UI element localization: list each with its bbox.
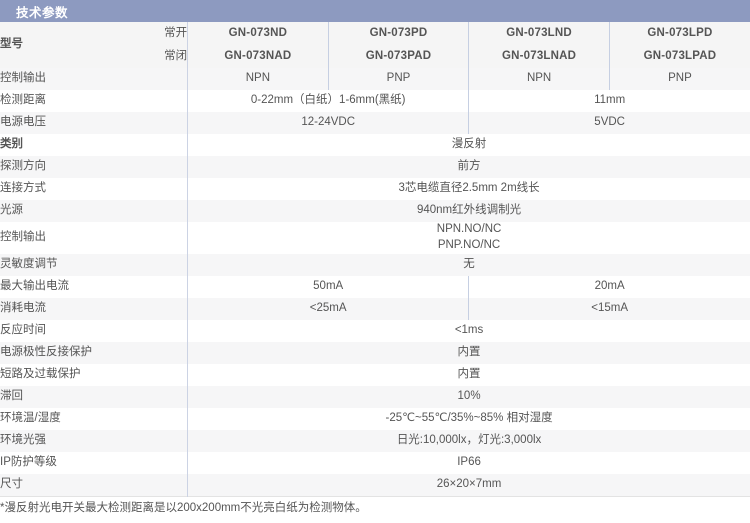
table-row: 控制输出 NPN PNP NPN PNP: [0, 68, 750, 90]
row-label: 滞回: [0, 386, 188, 408]
table-row: 探测方向 前方: [0, 156, 750, 178]
row-value: PNP: [327, 68, 469, 90]
row-value: NPN: [187, 68, 329, 90]
footnote-row: *漫反射光电开关最大检测距离是以200x200mm不光亮白纸为检测物体。: [0, 496, 750, 521]
model-cell-no-1: GN-073ND: [187, 22, 329, 45]
section-header-bar: 技术参数: [0, 0, 750, 22]
table-row: 电源极性反接保护 内置: [0, 342, 750, 364]
row-label: 连接方式: [0, 178, 188, 200]
row-label: 尺寸: [0, 474, 188, 497]
row-value: NPN.NO/NC PNP.NO/NC: [187, 222, 750, 254]
row-value: 50mA: [187, 276, 469, 298]
table-body: 型号 常开 GN-073ND GN-073PD GN-073LND GN-073…: [0, 22, 750, 521]
row-value: 前方: [187, 156, 750, 178]
row-label: 电源极性反接保护: [0, 342, 188, 364]
row-value: 5VDC: [468, 112, 750, 134]
row-value: 漫反射: [187, 134, 750, 156]
row-value: 940nm红外线调制光: [187, 200, 750, 222]
row-label: 环境温/湿度: [0, 408, 188, 430]
row-label: 灵敏度调节: [0, 254, 188, 276]
row-value: 20mA: [468, 276, 750, 298]
model-row-normally-closed: 常闭 GN-073NAD GN-073PAD GN-073LNAD GN-073…: [0, 45, 750, 68]
row-label: 光源: [0, 200, 188, 222]
model-no-label: 常开: [140, 22, 188, 45]
row-label: 类别: [0, 134, 188, 156]
row-value: PNP: [608, 68, 750, 90]
table-row: 尺寸 26×20×7mm: [0, 474, 750, 497]
row-label: 控制输出: [0, 222, 188, 254]
row-value: 3芯电缆直径2.5mm 2m线长: [187, 178, 750, 200]
row-value: 内置: [187, 364, 750, 386]
table-row: 环境光强 日光:10,000lx，灯光:3,000lx: [0, 430, 750, 452]
row-value-line: PNP.NO/NC: [437, 239, 501, 251]
table-row: 灵敏度调节无: [0, 254, 750, 276]
row-value: 日光:10,000lx，灯光:3,000lx: [187, 430, 750, 452]
model-cell-nc-2: GN-073PAD: [327, 45, 469, 68]
row-value: 12-24VDC: [187, 112, 469, 134]
table-row: 控制输出 NPN.NO/NC PNP.NO/NC: [0, 222, 750, 254]
row-value: 无: [187, 254, 750, 276]
table-row: 环境温/湿度 -25℃~55℃/35%~85% 相对湿度: [0, 408, 750, 430]
row-value: 内置: [187, 342, 750, 364]
model-row-normally-open: 型号 常开 GN-073ND GN-073PD GN-073LND GN-073…: [0, 22, 750, 68]
row-label: 环境光强: [0, 430, 188, 452]
table-row: 检测距离 0-22mm（白纸）1-6mm(黑纸) 11mm: [0, 90, 750, 112]
row-value: -25℃~55℃/35%~85% 相对湿度: [187, 408, 750, 430]
row-value: 0-22mm（白纸）1-6mm(黑纸): [187, 90, 469, 112]
model-cell-no-3: GN-073LND: [468, 22, 610, 45]
row-value: <25mA: [187, 298, 469, 320]
row-value: <1ms: [187, 320, 750, 342]
model-cell-no-2: GN-073PD: [327, 22, 469, 45]
table-row: 电源电压 12-24VDC 5VDC: [0, 112, 750, 134]
row-value-line: NPN.NO/NC: [436, 223, 502, 236]
table-row: 连接方式 3芯电缆直径2.5mm 2m线长: [0, 178, 750, 200]
table-row: 光源 940nm红外线调制光: [0, 200, 750, 222]
table-row: 反应时间 <1ms: [0, 320, 750, 342]
model-cell-nc-4: GN-073LPAD: [608, 45, 750, 68]
row-label: 探测方向: [0, 156, 188, 178]
table-row: 最大输出电流 50mA 20mA: [0, 276, 750, 298]
row-label: 最大输出电流: [0, 276, 188, 298]
section-title: 技术参数: [16, 5, 69, 20]
model-nc-label: 常闭: [140, 45, 188, 68]
row-label: 检测距离: [0, 90, 188, 112]
row-value: NPN: [468, 68, 610, 90]
row-label: 电源电压: [0, 112, 188, 134]
row-label: 消耗电流: [0, 298, 188, 320]
model-label: 型号: [0, 22, 141, 68]
row-value: IP66: [187, 452, 750, 474]
row-label: 反应时间: [0, 320, 188, 342]
row-value: <15mA: [468, 298, 750, 320]
table-row: 消耗电流 <25mA <15mA: [0, 298, 750, 320]
table-row: 滞回 10%: [0, 386, 750, 408]
table-row: IP防护等级 IP66: [0, 452, 750, 474]
row-value: 10%: [187, 386, 750, 408]
footnote-text: *漫反射光电开关最大检测距离是以200x200mm不光亮白纸为检测物体。: [0, 496, 750, 521]
table-row: 类别 漫反射: [0, 134, 750, 156]
row-label: IP防护等级: [0, 452, 188, 474]
row-label: 短路及过载保护: [0, 364, 188, 386]
row-label: 控制输出: [0, 68, 188, 90]
technical-parameters-table: 型号 常开 GN-073ND GN-073PD GN-073LND GN-073…: [0, 22, 750, 521]
row-value: 26×20×7mm: [187, 474, 750, 497]
table-row: 短路及过载保护 内置: [0, 364, 750, 386]
model-cell-no-4: GN-073LPD: [608, 22, 750, 45]
model-cell-nc-1: GN-073NAD: [187, 45, 329, 68]
row-value: 11mm: [468, 90, 750, 112]
model-cell-nc-3: GN-073LNAD: [468, 45, 610, 68]
